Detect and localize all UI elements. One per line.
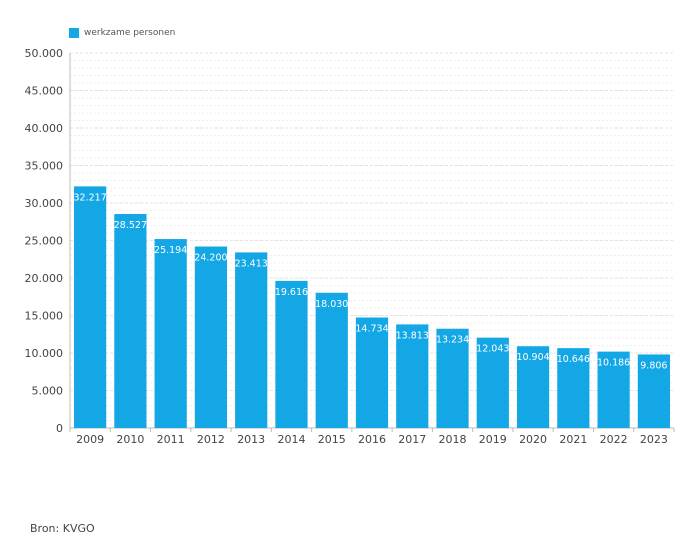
source-note: Bron: KVGO	[30, 522, 95, 535]
bar-value-label: 19.616	[275, 287, 308, 298]
x-tick-label: 2017	[398, 433, 426, 446]
bar-2011	[154, 239, 187, 428]
bar-2014	[275, 280, 308, 428]
bar-2009	[74, 186, 107, 428]
y-tick-label: 15.000	[25, 310, 64, 323]
legend-label: werkzame personen	[84, 28, 176, 38]
bar-value-label: 18.030	[315, 299, 348, 310]
bar-2020	[516, 346, 550, 428]
y-tick-label: 5.000	[32, 385, 64, 398]
bar-value-label: 24.200	[194, 253, 227, 264]
x-tick-label: 2018	[439, 433, 467, 446]
bar-value-label: 14.734	[355, 323, 388, 334]
x-tick-label: 2010	[116, 433, 144, 446]
x-tick-label: 2011	[157, 433, 185, 446]
y-tick-label: 25.000	[25, 235, 64, 248]
bar-value-label: 23.413	[235, 258, 268, 269]
bar-2013	[235, 252, 268, 428]
x-tick-label: 2020	[519, 433, 547, 446]
x-tick-label: 2021	[559, 433, 587, 446]
bar-2022	[597, 351, 630, 428]
bar-value-label: 10.186	[597, 358, 630, 369]
y-tick-label: 40.000	[25, 122, 64, 135]
bar-2017	[396, 324, 429, 428]
legend: werkzame personen	[69, 28, 175, 38]
bar-2021	[557, 348, 590, 428]
x-tick-label: 2016	[358, 433, 386, 446]
x-tick-label: 2013	[237, 433, 265, 446]
bar-2015	[315, 292, 348, 428]
legend-swatch	[69, 28, 79, 38]
y-tick-label: 45.000	[25, 85, 64, 98]
x-tick-label: 2012	[197, 433, 225, 446]
x-tick-label: 2014	[277, 433, 305, 446]
y-tick-label: 0	[56, 422, 63, 435]
bar-2012	[194, 246, 228, 428]
y-tick-label: 10.000	[25, 347, 64, 360]
bar-value-label: 13.813	[396, 330, 429, 341]
bar-value-label: 32.217	[74, 192, 107, 203]
x-tick-label: 2023	[640, 433, 668, 446]
x-tick-label: 2022	[600, 433, 628, 446]
bar-2016	[355, 317, 389, 428]
x-tick-label: 2019	[479, 433, 507, 446]
y-tick-label: 30.000	[25, 197, 64, 210]
y-tick-label: 35.000	[25, 160, 64, 173]
bar-value-label: 12.043	[476, 344, 509, 355]
bar-value-label: 25.194	[154, 245, 187, 256]
x-tick-label: 2009	[76, 433, 104, 446]
bar-value-label: 10.904	[516, 352, 549, 363]
y-tick-label: 50.000	[25, 47, 64, 60]
bar-value-label: 9.806	[640, 360, 667, 371]
bar-2010	[114, 214, 147, 428]
bar-value-label: 13.234	[436, 335, 469, 346]
bar-2019	[476, 337, 509, 428]
bar-2018	[436, 328, 469, 428]
y-tick-label: 20.000	[25, 272, 64, 285]
bar-2023	[637, 354, 670, 428]
x-tick-label: 2015	[318, 433, 346, 446]
bar-value-label: 10.646	[557, 354, 590, 365]
bar-value-label: 28.527	[114, 220, 147, 231]
